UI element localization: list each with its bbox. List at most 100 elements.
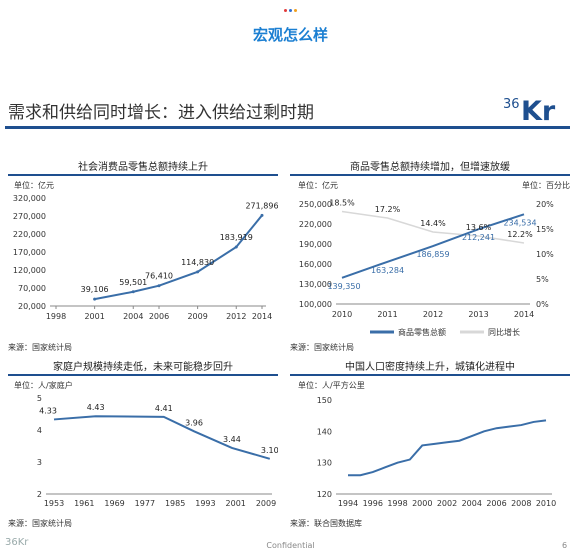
y-right-tick-label: 0% xyxy=(536,300,549,309)
source-label: 来源：国家统计局 xyxy=(8,519,72,528)
source-label: 来源：国家统计局 xyxy=(8,343,72,352)
data-label: 3.10 xyxy=(261,446,278,455)
unit-label: 单位：人/家庭户 xyxy=(14,381,73,390)
x-tick-label: 2011 xyxy=(377,310,397,319)
svg-text:36: 36 xyxy=(503,97,520,112)
y-tick-label: 170,000 xyxy=(13,248,46,257)
x-tick-label: 2010 xyxy=(536,499,556,508)
y-tick-label: 120,000 xyxy=(13,266,46,275)
series-line xyxy=(348,419,547,477)
svg-text:Kr: Kr xyxy=(521,96,556,124)
chart-title: 商品零售总额持续增加，但增速放缓 xyxy=(350,162,510,173)
y-tick-label: 130 xyxy=(317,459,332,468)
chart-title: 家庭户规模持续走低，未来可能稳步回升 xyxy=(53,362,233,373)
retail-data-label: 163,284 xyxy=(371,266,404,275)
growth-data-label: 13.6% xyxy=(466,223,492,232)
chart-commodity-retail: 100,000 130,000 160,000 190,000 220,000 250,0… xyxy=(299,199,554,338)
y-left-tick-label: 130,000 xyxy=(299,280,332,289)
x-tick-label: 2009 xyxy=(256,499,276,508)
x-tick-label: 2006 xyxy=(149,312,169,321)
series-line xyxy=(94,214,263,301)
y-tick-label: 3 xyxy=(37,458,42,467)
x-tick-label: 2004 xyxy=(123,312,143,321)
panel-retail-sales: 社会消费品零售总额持续上升 单位：亿元 20,000 70,000 120,000 1… xyxy=(8,158,278,353)
x-tick-label: 2014 xyxy=(514,310,534,319)
x-tick-label: 2014 xyxy=(252,312,272,321)
data-label: 4.41 xyxy=(155,404,173,413)
x-tick-label: 2013 xyxy=(468,310,488,319)
unit-label: 单位：人/平方公里 xyxy=(298,381,365,390)
data-label: 39,106 xyxy=(81,285,109,294)
y-left-tick-label: 160,000 xyxy=(299,260,332,269)
data-label: 76,410 xyxy=(145,272,173,281)
retail-data-label: 212,241 xyxy=(462,233,495,242)
panel-divider xyxy=(8,174,278,176)
y-tick-label: 120 xyxy=(317,490,332,499)
unit-label-left: 单位：亿元 xyxy=(298,181,338,190)
x-tick-label: 2008 xyxy=(511,499,531,508)
x-tick-label: 1953 xyxy=(44,499,64,508)
x-tick-label: 1985 xyxy=(165,499,185,508)
growth-data-label: 14.4% xyxy=(420,219,446,228)
slide-title: 需求和供给同时增长：进入供给过剩时期 xyxy=(8,103,314,123)
x-tick-label: 1998 xyxy=(46,312,66,321)
y-tick-label: 5 xyxy=(37,394,42,403)
panel-divider xyxy=(8,374,278,376)
data-label: 114,830 xyxy=(181,258,214,267)
panel-divider xyxy=(290,174,570,176)
x-tick-label: 1996 xyxy=(363,499,383,508)
retail-data-label: 234,534 xyxy=(503,218,536,227)
y-tick-label: 220,000 xyxy=(13,230,46,239)
chart-title: 中国人口密度持续上升，城镇化进程中 xyxy=(345,362,515,373)
y-tick-label: 150 xyxy=(317,396,332,405)
blue-dot-icon xyxy=(289,9,292,12)
y-tick-label: 320,000 xyxy=(13,194,46,203)
series-line xyxy=(53,415,271,460)
x-tick-label: 2012 xyxy=(226,312,246,321)
x-tick-label: 2001 xyxy=(226,499,246,508)
page-number: 6 xyxy=(562,541,568,550)
legend-label: 商品零售总额 xyxy=(398,327,446,337)
growth-line xyxy=(341,210,525,244)
x-tick-label: 1961 xyxy=(74,499,94,508)
page-title: 宏观怎么样 xyxy=(252,26,328,44)
x-tick-label: 2006 xyxy=(486,499,506,508)
x-tick-label: 2010 xyxy=(332,310,352,319)
chart-population-density: 120 130 140 150 1994 1996 1998 2000 2002 2004 2006… xyxy=(317,396,556,508)
x-tick-label: 1998 xyxy=(387,499,407,508)
growth-data-label: 12.2% xyxy=(507,230,533,239)
x-tick-label: 1977 xyxy=(135,499,155,508)
y-left-tick-label: 100,000 xyxy=(299,300,332,309)
source-label: 来源：联合国数据库 xyxy=(290,519,362,528)
title-divider xyxy=(5,126,570,129)
chart-retail-sales: 20,000 70,000 120,000 170,000 220,000 270,000… xyxy=(13,194,278,321)
x-tick-label: 2004 xyxy=(462,499,482,508)
data-label: 4.33 xyxy=(39,406,57,415)
panel-commodity-retail: 商品零售总额持续增加，但增速放缓 单位：亿元 单位：百分比 100,000 130… xyxy=(290,158,570,353)
x-tick-label: 2002 xyxy=(437,499,457,508)
y-left-tick-label: 190,000 xyxy=(299,240,332,249)
data-label: 3.96 xyxy=(185,418,203,427)
retail-line xyxy=(341,213,525,279)
y-tick-label: 2 xyxy=(37,490,42,499)
data-point xyxy=(260,213,264,217)
x-tick-label: 1969 xyxy=(104,499,124,508)
x-tick-label: 1994 xyxy=(338,499,358,508)
y-right-tick-label: 20% xyxy=(536,200,554,209)
x-tick-label: 2001 xyxy=(84,312,104,321)
footer-confidential: Confidential xyxy=(266,541,315,550)
legend-label: 同比增长 xyxy=(488,327,520,337)
source-label: 来源：国家统计局 xyxy=(290,343,354,352)
x-tick-label: 2009 xyxy=(187,312,207,321)
y-right-tick-label: 10% xyxy=(536,250,554,259)
chart-title: 社会消费品零售总额持续上升 xyxy=(78,162,208,173)
y-tick-label: 20,000 xyxy=(18,302,46,311)
y-tick-label: 140 xyxy=(317,427,332,436)
y-left-tick-label: 220,000 xyxy=(299,220,332,229)
y-right-tick-label: 5% xyxy=(536,275,549,284)
unit-label-right: 单位：百分比 xyxy=(522,181,570,190)
growth-data-label: 17.2% xyxy=(375,205,401,214)
retail-data-label: 139,350 xyxy=(327,282,360,291)
x-tick-label: 2012 xyxy=(423,310,443,319)
red-dot-icon xyxy=(284,9,287,12)
